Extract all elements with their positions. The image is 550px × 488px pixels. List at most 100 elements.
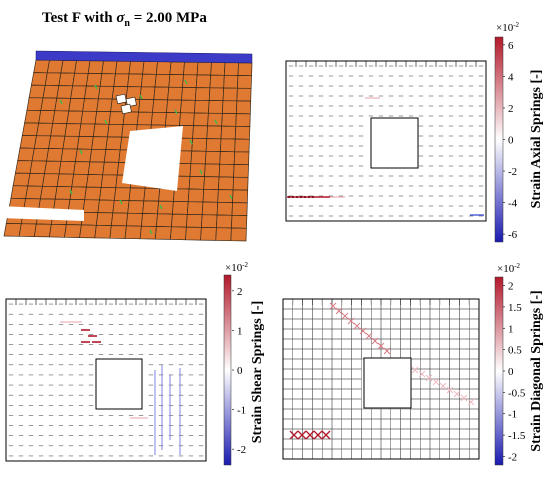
spring-cell xyxy=(400,448,411,460)
diagonal-colorbar-label: Strain Diagonal Springs [-] xyxy=(529,290,544,451)
block xyxy=(236,87,252,102)
block xyxy=(85,174,104,188)
spring-cell xyxy=(312,438,323,450)
colorbar-tick-label: 1 xyxy=(237,325,243,337)
spring-cell xyxy=(410,448,421,460)
spring-cell xyxy=(302,418,313,430)
spring-cell xyxy=(302,338,313,350)
block xyxy=(74,148,92,163)
figure-title: Test F with σn = 2.00 MPa xyxy=(42,10,207,29)
spring-cell xyxy=(449,448,460,460)
spring-cell xyxy=(380,308,392,320)
diagonal-opening xyxy=(363,357,412,409)
spring-cell xyxy=(341,448,352,460)
spring-cell xyxy=(429,418,441,430)
spring-cell xyxy=(420,388,431,400)
block xyxy=(107,123,124,138)
spring-cell xyxy=(341,368,352,380)
block xyxy=(46,148,64,162)
block xyxy=(218,176,234,191)
block xyxy=(94,111,111,125)
block xyxy=(170,226,187,241)
spring-cell xyxy=(390,308,401,320)
spring-cell xyxy=(459,428,470,440)
spring-cell xyxy=(322,308,333,320)
spring-cell xyxy=(449,328,460,340)
spring-cell xyxy=(380,408,392,420)
block xyxy=(210,62,226,76)
deformed-mesh-panel xyxy=(0,50,253,242)
block xyxy=(92,123,110,138)
block xyxy=(150,111,167,126)
diagonal-band-upper xyxy=(353,322,361,330)
spring-cell xyxy=(469,378,480,390)
spring-cell xyxy=(361,338,372,350)
spring-cell xyxy=(282,368,294,380)
block xyxy=(46,59,64,74)
spring-cell xyxy=(302,438,313,450)
spring-cell xyxy=(292,378,303,390)
spring-cell xyxy=(469,388,480,400)
crack-mark xyxy=(189,139,193,145)
block xyxy=(222,87,238,102)
spring-cell xyxy=(312,378,323,390)
colorbar-tick-label: 1.5 xyxy=(508,302,522,314)
block xyxy=(231,202,248,216)
spring-cell xyxy=(302,318,313,330)
shear-panel-frame xyxy=(5,298,207,462)
colorbar-tick-label: 0 xyxy=(237,365,243,377)
spring-cell xyxy=(390,328,401,340)
spring-cell xyxy=(331,328,343,340)
block xyxy=(208,100,224,114)
diagonal-band-upper xyxy=(347,317,355,325)
spring-cell xyxy=(322,368,333,380)
spring-cell xyxy=(292,358,303,370)
block xyxy=(76,136,94,150)
spring-cell xyxy=(351,438,362,450)
axial-strain-panel xyxy=(285,60,487,222)
block xyxy=(33,135,52,149)
axial-tension-point xyxy=(303,195,307,199)
spring-cell xyxy=(341,388,352,400)
spring-cell xyxy=(282,398,294,410)
spring-cell xyxy=(439,338,450,350)
spring-cell xyxy=(302,448,313,460)
block xyxy=(82,98,99,112)
diagonal-band-lower xyxy=(446,386,454,394)
diagonal-crack-x xyxy=(297,430,307,440)
spring-cell xyxy=(302,398,313,410)
spring-cell xyxy=(449,418,460,430)
spring-cell xyxy=(292,368,303,380)
shear-opening xyxy=(95,358,143,410)
spring-cell xyxy=(361,418,372,430)
spring-cell xyxy=(371,428,382,440)
spring-cell xyxy=(312,318,323,330)
diagonal-crack-x xyxy=(321,430,331,440)
diagonal-band-lower xyxy=(453,390,461,398)
block xyxy=(152,99,168,113)
spring-cell xyxy=(420,438,431,450)
block xyxy=(234,138,250,153)
spring-cell xyxy=(282,408,294,420)
block xyxy=(99,187,117,201)
colorbar-tick-label: 1 xyxy=(508,323,514,335)
spring-cell xyxy=(292,448,303,460)
spring-cell xyxy=(351,348,362,360)
block xyxy=(60,148,78,162)
spring-cell xyxy=(429,308,441,320)
block xyxy=(48,223,67,238)
spring-cell xyxy=(410,318,421,330)
spring-cell xyxy=(312,308,323,320)
axial-colorbar-exponent: ×10-2 xyxy=(496,21,520,34)
spring-cell xyxy=(292,338,303,350)
spring-cell xyxy=(282,378,294,390)
spring-cell xyxy=(282,448,294,460)
spring-cell xyxy=(351,398,362,410)
diagonal-colorbar-gradient xyxy=(494,276,504,466)
block xyxy=(27,173,45,187)
spring-cell xyxy=(341,378,352,390)
spring-cell xyxy=(420,408,431,420)
block xyxy=(191,137,208,152)
spring-cell xyxy=(459,308,470,320)
colorbar-tick-label: 2 xyxy=(508,281,514,293)
